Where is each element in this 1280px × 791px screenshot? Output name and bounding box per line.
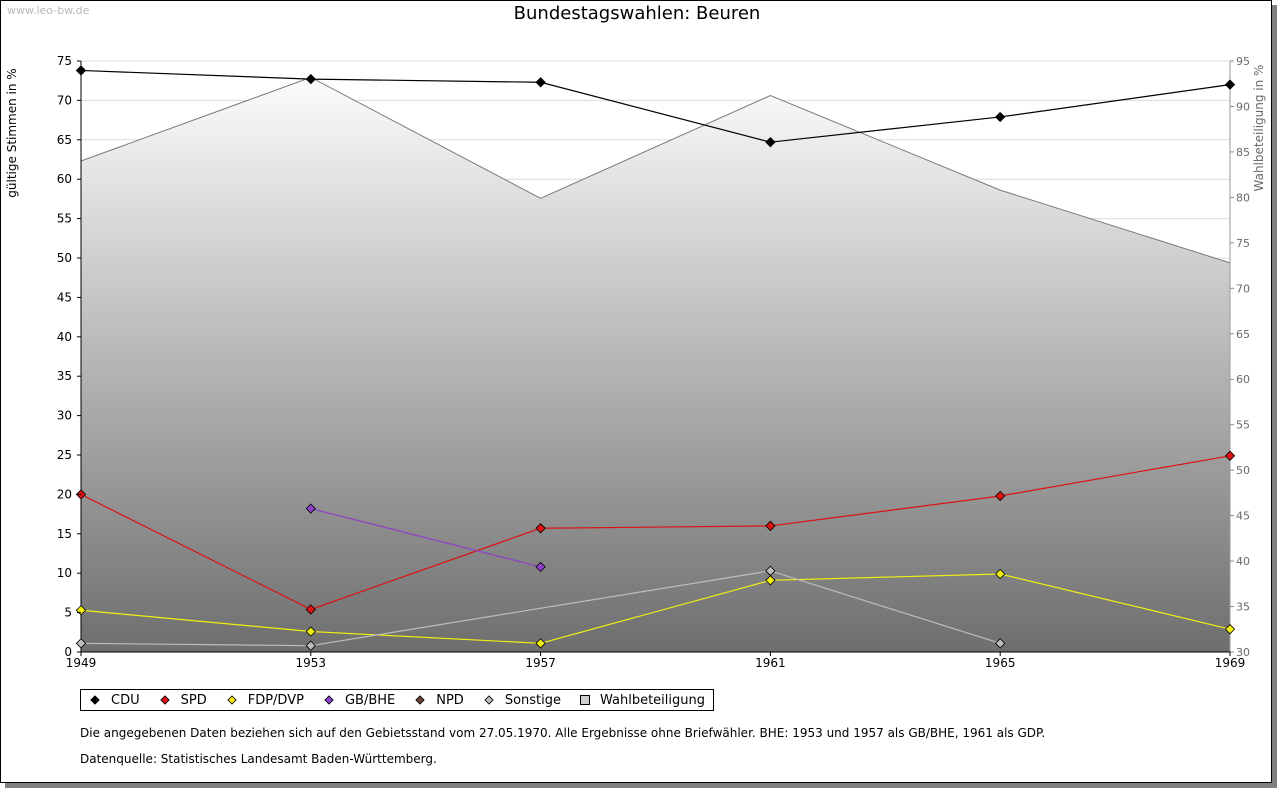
- chart-title: Bundestagswahlen: Beuren: [513, 3, 761, 24]
- legend: CDU SPD FDP/DVP GB/BHE NPD Sonstige Wahl…: [80, 689, 715, 711]
- legend-label-npd: NPD: [436, 692, 464, 708]
- y2-tick-label-50: 50: [1236, 464, 1250, 477]
- legend-label-spd: SPD: [180, 692, 207, 708]
- y-axis-label: gültige Stimmen in %: [5, 68, 19, 197]
- y2-axis-label: Wahlbeteiligung in %: [1252, 65, 1266, 192]
- point-spd-1953: [305, 604, 316, 615]
- y2-tick-label-55: 55: [1236, 419, 1250, 432]
- legend-label-wahlbeteiligung: Wahlbeteiligung: [600, 692, 706, 708]
- y2-tick-label-80: 80: [1236, 191, 1250, 204]
- point-cdu-1953: [305, 73, 316, 85]
- point-spd-1969: [1224, 450, 1236, 461]
- y2-tick-label-65: 65: [1236, 328, 1250, 341]
- legend-item-wahlbeteiligung: Wahlbeteiligung: [578, 693, 705, 708]
- series-line-spd: [80, 455, 1231, 611]
- y-tick-label-45: 45: [57, 290, 72, 304]
- legend-label-cdu: CDU: [111, 692, 140, 708]
- series-line-sonstige: [80, 570, 1001, 647]
- y-tick-label-15: 15: [57, 527, 72, 541]
- legend-item-gb-bhe: GB/BHE: [321, 693, 395, 708]
- y2-tick-label-35: 35: [1236, 601, 1250, 614]
- point-sonstige-1949: [75, 638, 87, 649]
- x-tick-label-1969: 1969: [1215, 656, 1246, 670]
- legend-item-npd: NPD: [412, 693, 464, 708]
- y2-tick-label-40: 40: [1236, 555, 1250, 568]
- point-gb-bhe-1953: [305, 503, 316, 514]
- point-sonstige-1965: [995, 638, 1006, 649]
- y2-tick-label-85: 85: [1236, 146, 1250, 159]
- legend-marker-fdp-dvp: [227, 695, 237, 705]
- y-tick-label-0: 0: [64, 645, 72, 659]
- y-tick-label-50: 50: [57, 251, 72, 265]
- footnote-gebietsstand: Die angegebenen Daten beziehen sich auf …: [80, 726, 1046, 740]
- legend-marker-npd: [415, 695, 425, 705]
- point-fdp-dvp-1953: [305, 626, 316, 637]
- point-gb-bhe-1957: [535, 561, 546, 573]
- point-cdu-1949: [75, 65, 87, 76]
- y-tick-label-60: 60: [57, 172, 72, 186]
- legend-label-fdp-dvp: FDP/DVP: [247, 692, 304, 708]
- point-fdp-dvp-1961: [765, 575, 776, 586]
- y2-tick-label-30: 30: [1236, 646, 1250, 659]
- y-tick-label-40: 40: [57, 330, 72, 344]
- y2-tick-label-70: 70: [1236, 282, 1250, 295]
- legend-marker-spd: [159, 695, 170, 705]
- x-tick-label-1965: 1965: [985, 656, 1016, 670]
- x-tick-label-1949: 1949: [66, 656, 97, 670]
- point-cdu-1957: [535, 77, 546, 88]
- y2-tick-label-90: 90: [1236, 100, 1250, 113]
- point-spd-1961: [765, 520, 776, 532]
- legend-item-sonstige: Sonstige: [481, 693, 561, 708]
- x-tick-label-1953: 1953: [296, 656, 327, 670]
- legend-marker-cdu: [90, 695, 100, 705]
- y-tick-label-30: 30: [57, 409, 72, 423]
- y-tick-label-65: 65: [57, 133, 72, 147]
- series-line-gb-bhe: [310, 508, 541, 568]
- y-tick-label-55: 55: [57, 212, 72, 226]
- legend-marker-sonstige: [484, 695, 494, 705]
- legend-item-fdp-dvp: FDP/DVP: [224, 693, 304, 708]
- legend-label-sonstige: Sonstige: [504, 692, 561, 708]
- point-fdp-dvp-1965: [995, 568, 1006, 580]
- point-sonstige-1961: [765, 565, 776, 577]
- y-tick-label-70: 70: [57, 93, 72, 107]
- y-tick-label-25: 25: [57, 448, 72, 462]
- y-tick-label-5: 5: [64, 606, 72, 620]
- point-fdp-dvp-1957: [535, 638, 546, 649]
- point-cdu-1965: [995, 111, 1006, 123]
- y-tick-label-10: 10: [57, 566, 72, 580]
- y2-tick-label-75: 75: [1236, 237, 1250, 250]
- point-cdu-1961: [765, 136, 776, 148]
- y-tick-label-75: 75: [57, 54, 72, 68]
- point-spd-1965: [995, 490, 1006, 502]
- series-line-fdp-dvp: [80, 573, 1231, 644]
- y-tick-label-20: 20: [57, 487, 72, 501]
- legend-item-cdu: CDU: [87, 693, 140, 708]
- y-tick-label-35: 35: [57, 369, 72, 383]
- x-tick-label-1957: 1957: [525, 656, 556, 670]
- legend-marker-wahlbeteiligung: [580, 695, 590, 705]
- watermark: www.leo-bw.de: [7, 4, 90, 17]
- y2-tick-label-95: 95: [1236, 55, 1250, 68]
- point-cdu-1969: [1224, 79, 1236, 90]
- point-spd-1957: [535, 523, 546, 534]
- series-line-cdu: [80, 69, 1231, 143]
- x-tick-label-1961: 1961: [755, 656, 786, 670]
- legend-label-gb-bhe: GB/BHE: [344, 692, 396, 708]
- point-fdp-dvp-1949: [75, 605, 87, 616]
- point-sonstige-1953: [305, 640, 316, 651]
- turnout-area: [81, 77, 1230, 653]
- y2-tick-label-60: 60: [1236, 373, 1250, 386]
- footnote-datenquelle: Datenquelle: Statistisches Landesamt Bad…: [80, 752, 437, 766]
- legend-item-spd: SPD: [157, 693, 207, 708]
- turnout-line: [80, 76, 1231, 264]
- legend-marker-gb-bhe: [324, 695, 334, 705]
- point-fdp-dvp-1969: [1224, 623, 1236, 635]
- y2-tick-label-45: 45: [1236, 510, 1250, 523]
